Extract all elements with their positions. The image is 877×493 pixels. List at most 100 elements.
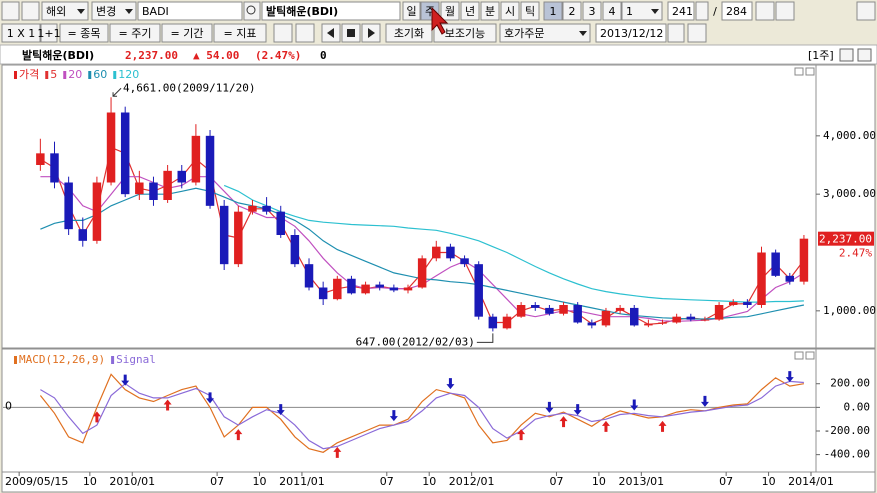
combo-box[interactable] (621, 1, 663, 21)
toolbar-label: = 종목 (68, 27, 101, 40)
button[interactable] (582, 1, 602, 21)
combo-box[interactable] (41, 1, 89, 21)
button[interactable] (562, 1, 582, 21)
toolbar-label: 시 (505, 5, 515, 18)
stop-icon (347, 29, 355, 37)
candle-body (531, 305, 540, 308)
candle-body (545, 307, 554, 314)
sell-arrow (573, 404, 582, 416)
prev-icon (327, 28, 334, 38)
text-field[interactable] (261, 1, 401, 21)
legend-label: 120 (118, 68, 139, 81)
toolbar-label: 1 (626, 5, 633, 18)
price-panel (1, 64, 876, 349)
button[interactable] (385, 23, 433, 43)
toolbar-label: 호가주문 (504, 27, 544, 40)
nav-button[interactable] (1, 1, 20, 21)
text-field[interactable] (595, 23, 667, 43)
sell-arrow (206, 392, 215, 404)
y-tick-label: 200.00 (830, 377, 870, 390)
save-button[interactable] (775, 1, 795, 21)
text-field[interactable] (667, 1, 695, 21)
legend-label: 60 (93, 68, 107, 81)
dropdown-arrow (651, 9, 659, 14)
candle-body (92, 182, 102, 241)
button[interactable] (500, 1, 520, 21)
y-tick-label: 0.00 (844, 400, 871, 413)
button[interactable] (59, 23, 109, 43)
button[interactable] (109, 23, 161, 43)
x-tick-label: 10 (253, 475, 267, 488)
toolbar-label: 일 (406, 4, 416, 18)
panel-button[interactable] (805, 351, 815, 360)
tool-button[interactable] (687, 23, 707, 43)
button[interactable] (602, 1, 622, 21)
text-field[interactable] (137, 1, 243, 21)
panel-button[interactable] (794, 351, 804, 360)
toolbar-label: 2013/12/12 (600, 27, 663, 40)
close-chart-button[interactable] (857, 48, 872, 62)
combo-box[interactable] (499, 23, 591, 43)
dropdown-arrow (125, 9, 133, 14)
text-field[interactable] (721, 1, 753, 21)
window-button[interactable] (755, 1, 775, 21)
legend-swatch (88, 71, 92, 79)
y-tick-label: 1,000.00 (823, 304, 876, 317)
x-tick-label: 07 (380, 475, 394, 488)
sell-arrow (630, 399, 639, 411)
toolbar-label: BADI (142, 5, 169, 18)
up-button[interactable] (21, 1, 40, 21)
restore-button[interactable] (839, 48, 854, 62)
search-button[interactable] (243, 1, 261, 21)
toolbar-label: 284 (726, 5, 747, 18)
button[interactable] (543, 1, 563, 21)
panel-button[interactable] (805, 67, 815, 76)
candle-body (785, 275, 795, 282)
legend-swatch (63, 71, 67, 79)
button[interactable] (433, 23, 497, 43)
candle-body (757, 252, 766, 305)
candle-body (559, 305, 568, 314)
legend-swatch (45, 71, 49, 79)
y-tick-label: -200.00 (824, 424, 870, 437)
candle-body (686, 316, 696, 320)
x-tick-label: 10 (83, 475, 97, 488)
instrument-name: 발틱해운(BDI) (22, 48, 94, 62)
mouse-cursor (431, 6, 449, 35)
toolbar-label: 발틱해운(BDI) (266, 4, 338, 18)
legend-swatch (111, 356, 115, 364)
button[interactable] (460, 1, 480, 21)
candle-body (743, 302, 752, 305)
legend-label: 가격 (19, 68, 39, 81)
button[interactable] (402, 1, 421, 21)
calendar-button[interactable] (667, 23, 685, 43)
candle-body (64, 182, 73, 230)
volume: 0 (320, 49, 327, 62)
sell-arrow (446, 378, 455, 390)
sell-arrow (276, 404, 285, 416)
button[interactable] (440, 1, 460, 21)
spinner[interactable] (695, 1, 709, 21)
button[interactable] (480, 1, 500, 21)
close-button[interactable] (856, 1, 876, 21)
move-button[interactable] (273, 23, 293, 43)
candle-body (78, 229, 88, 241)
toolbar-label: 해외 (46, 4, 66, 18)
button[interactable] (1, 23, 41, 43)
candle-body (488, 316, 498, 329)
combo-box[interactable] (91, 1, 137, 21)
candle-body (361, 284, 370, 294)
candle-body (672, 316, 681, 323)
annotation: 647.00(2012/02/03) (356, 335, 475, 348)
button[interactable] (40, 23, 58, 43)
button[interactable] (213, 23, 267, 43)
buy-arrow (234, 429, 243, 441)
panel-button[interactable] (794, 67, 804, 76)
annotation: 4,661.00(2009/11/20) (123, 81, 255, 94)
button[interactable] (161, 23, 213, 43)
grid-button[interactable] (295, 23, 315, 43)
candle-body (658, 322, 667, 324)
button[interactable] (520, 1, 540, 21)
buy-arrow (163, 399, 172, 411)
last-value-box (818, 231, 874, 246)
